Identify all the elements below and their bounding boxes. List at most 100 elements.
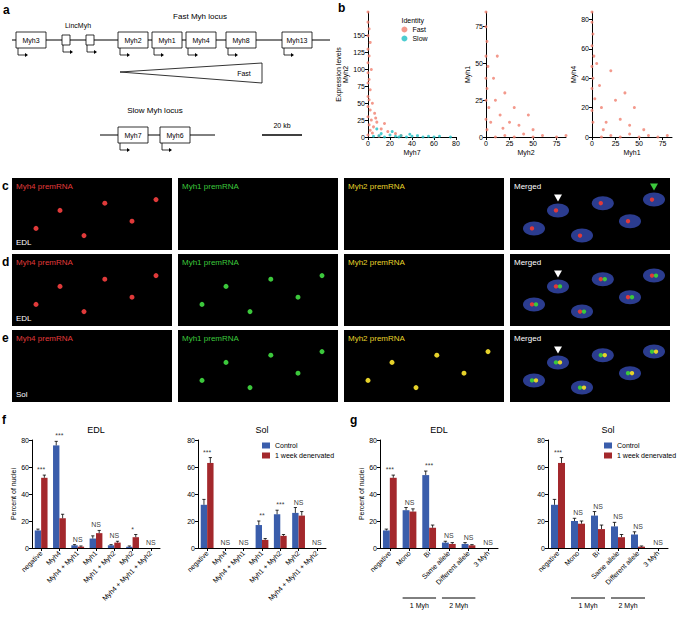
svg-text:Myh1 + Myh2: Myh1 + Myh2 (82, 549, 118, 585)
svg-text:Fast: Fast (412, 26, 426, 33)
svg-text:0: 0 (373, 545, 377, 552)
svg-text:negative: negative (537, 549, 561, 573)
svg-text:Myh3: Myh3 (22, 37, 39, 45)
svg-text:NS: NS (653, 539, 663, 546)
svg-text:Different allele: Different allele (435, 549, 472, 586)
svg-text:3 Myh: 3 Myh (642, 549, 661, 568)
svg-text:25: 25 (612, 140, 620, 147)
svg-text:75: 75 (357, 83, 365, 90)
svg-text:Myh13: Myh13 (286, 37, 307, 45)
svg-text:**: ** (259, 512, 265, 519)
svg-text:20: 20 (386, 140, 394, 147)
svg-text:1 Myh: 1 Myh (410, 602, 429, 610)
svg-text:NS: NS (239, 539, 249, 546)
svg-text:80: 80 (537, 437, 545, 444)
svg-text:75: 75 (475, 23, 483, 30)
svg-text:NS: NS (633, 523, 643, 530)
svg-text:25: 25 (475, 97, 483, 104)
svg-text:NS: NS (312, 539, 322, 546)
svg-text:***: *** (276, 501, 284, 508)
svg-text:20: 20 (187, 518, 195, 525)
svg-text:NS: NS (91, 521, 101, 528)
svg-text:0: 0 (25, 545, 29, 552)
svg-text:EDL: EDL (16, 314, 32, 323)
svg-text:NS: NS (593, 503, 603, 510)
svg-text:Myh4: Myh4 (192, 37, 209, 45)
svg-text:Myh2 premRNA: Myh2 premRNA (348, 334, 406, 343)
svg-text:20 kb: 20 kb (273, 122, 290, 129)
svg-text:Sol: Sol (255, 425, 268, 435)
svg-text:25: 25 (357, 117, 365, 124)
svg-text:Slow: Slow (412, 35, 428, 42)
svg-text:Myh8: Myh8 (232, 37, 249, 45)
svg-text:Fast: Fast (237, 70, 251, 77)
svg-text:80: 80 (452, 140, 460, 147)
svg-text:0: 0 (585, 134, 589, 141)
svg-text:2 Myh: 2 Myh (449, 602, 468, 610)
svg-text:1 Myh: 1 Myh (578, 602, 597, 610)
svg-text:EDL: EDL (430, 425, 448, 435)
svg-text:Myh4 + Myh1 + Myh2: Myh4 + Myh1 + Myh2 (101, 549, 154, 602)
svg-text:Merged: Merged (514, 258, 541, 267)
svg-text:***: *** (203, 449, 211, 456)
svg-text:Bi: Bi (591, 549, 601, 559)
svg-text:negative: negative (20, 549, 44, 573)
svg-text:Myh2 premRNA: Myh2 premRNA (348, 258, 406, 267)
svg-text:NS: NS (221, 539, 231, 546)
svg-text:1 week denervated: 1 week denervated (275, 452, 334, 459)
svg-text:Control: Control (617, 442, 640, 449)
svg-text:Sol: Sol (601, 425, 614, 435)
svg-text:3 Myh: 3 Myh (472, 549, 491, 568)
svg-text:Mono: Mono (395, 549, 412, 566)
svg-text:Myh4 premRNA: Myh4 premRNA (16, 182, 74, 191)
svg-text:20: 20 (369, 518, 377, 525)
svg-text:0: 0 (479, 134, 483, 141)
svg-text:Bi: Bi (422, 549, 432, 559)
svg-text:Myh1 premRNA: Myh1 premRNA (182, 258, 240, 267)
svg-text:Merged: Merged (514, 334, 541, 343)
svg-text:Fast Myh locus: Fast Myh locus (173, 12, 227, 21)
svg-text:60: 60 (187, 464, 195, 471)
svg-text:NS: NS (444, 532, 454, 539)
svg-text:NS: NS (573, 509, 583, 516)
svg-text:NS: NS (294, 499, 304, 506)
svg-text:20: 20 (537, 518, 545, 525)
svg-text:2 Myh: 2 Myh (618, 602, 637, 610)
svg-text:40: 40 (21, 491, 29, 498)
svg-text:0: 0 (361, 134, 365, 141)
svg-text:40: 40 (537, 491, 545, 498)
svg-text:0: 0 (366, 140, 370, 147)
svg-text:50: 50 (635, 140, 643, 147)
svg-text:Myh4 + Myh1: Myh4 + Myh1 (211, 549, 247, 585)
svg-text:Myh4 + Myh1 + Myh2: Myh4 + Myh1 + Myh2 (267, 549, 320, 602)
svg-text:***: *** (37, 466, 45, 473)
svg-text:g: g (350, 413, 357, 427)
svg-text:Myh4 premRNA: Myh4 premRNA (16, 334, 74, 343)
svg-text:125: 125 (353, 49, 365, 56)
svg-text:Different allele: Different allele (604, 549, 641, 586)
svg-text:***: *** (55, 432, 63, 439)
svg-text:negative: negative (186, 549, 210, 573)
svg-text:NS: NS (146, 539, 156, 546)
svg-text:50: 50 (357, 100, 365, 107)
svg-text:***: *** (425, 462, 433, 469)
svg-text:f: f (2, 413, 7, 427)
svg-text:25: 25 (506, 140, 514, 147)
svg-text:40: 40 (581, 75, 589, 82)
svg-text:60: 60 (430, 140, 438, 147)
svg-text:Myh2: Myh2 (124, 37, 141, 45)
svg-text:20: 20 (581, 104, 589, 111)
svg-text:Myh2 premRNA: Myh2 premRNA (348, 182, 406, 191)
svg-text:150: 150 (353, 32, 365, 39)
svg-text:1 week denervated: 1 week denervated (617, 452, 676, 459)
svg-text:***: *** (554, 449, 562, 456)
svg-text:0: 0 (590, 140, 594, 147)
svg-text:*: * (131, 526, 134, 533)
svg-text:Myh4: Myh4 (570, 66, 578, 83)
svg-text:Myh6: Myh6 (166, 132, 183, 140)
svg-text:***: *** (386, 466, 394, 473)
svg-text:Myh2: Myh2 (517, 149, 534, 157)
svg-text:c: c (2, 179, 9, 193)
svg-text:80: 80 (581, 16, 589, 23)
svg-text:NS: NS (464, 534, 474, 541)
